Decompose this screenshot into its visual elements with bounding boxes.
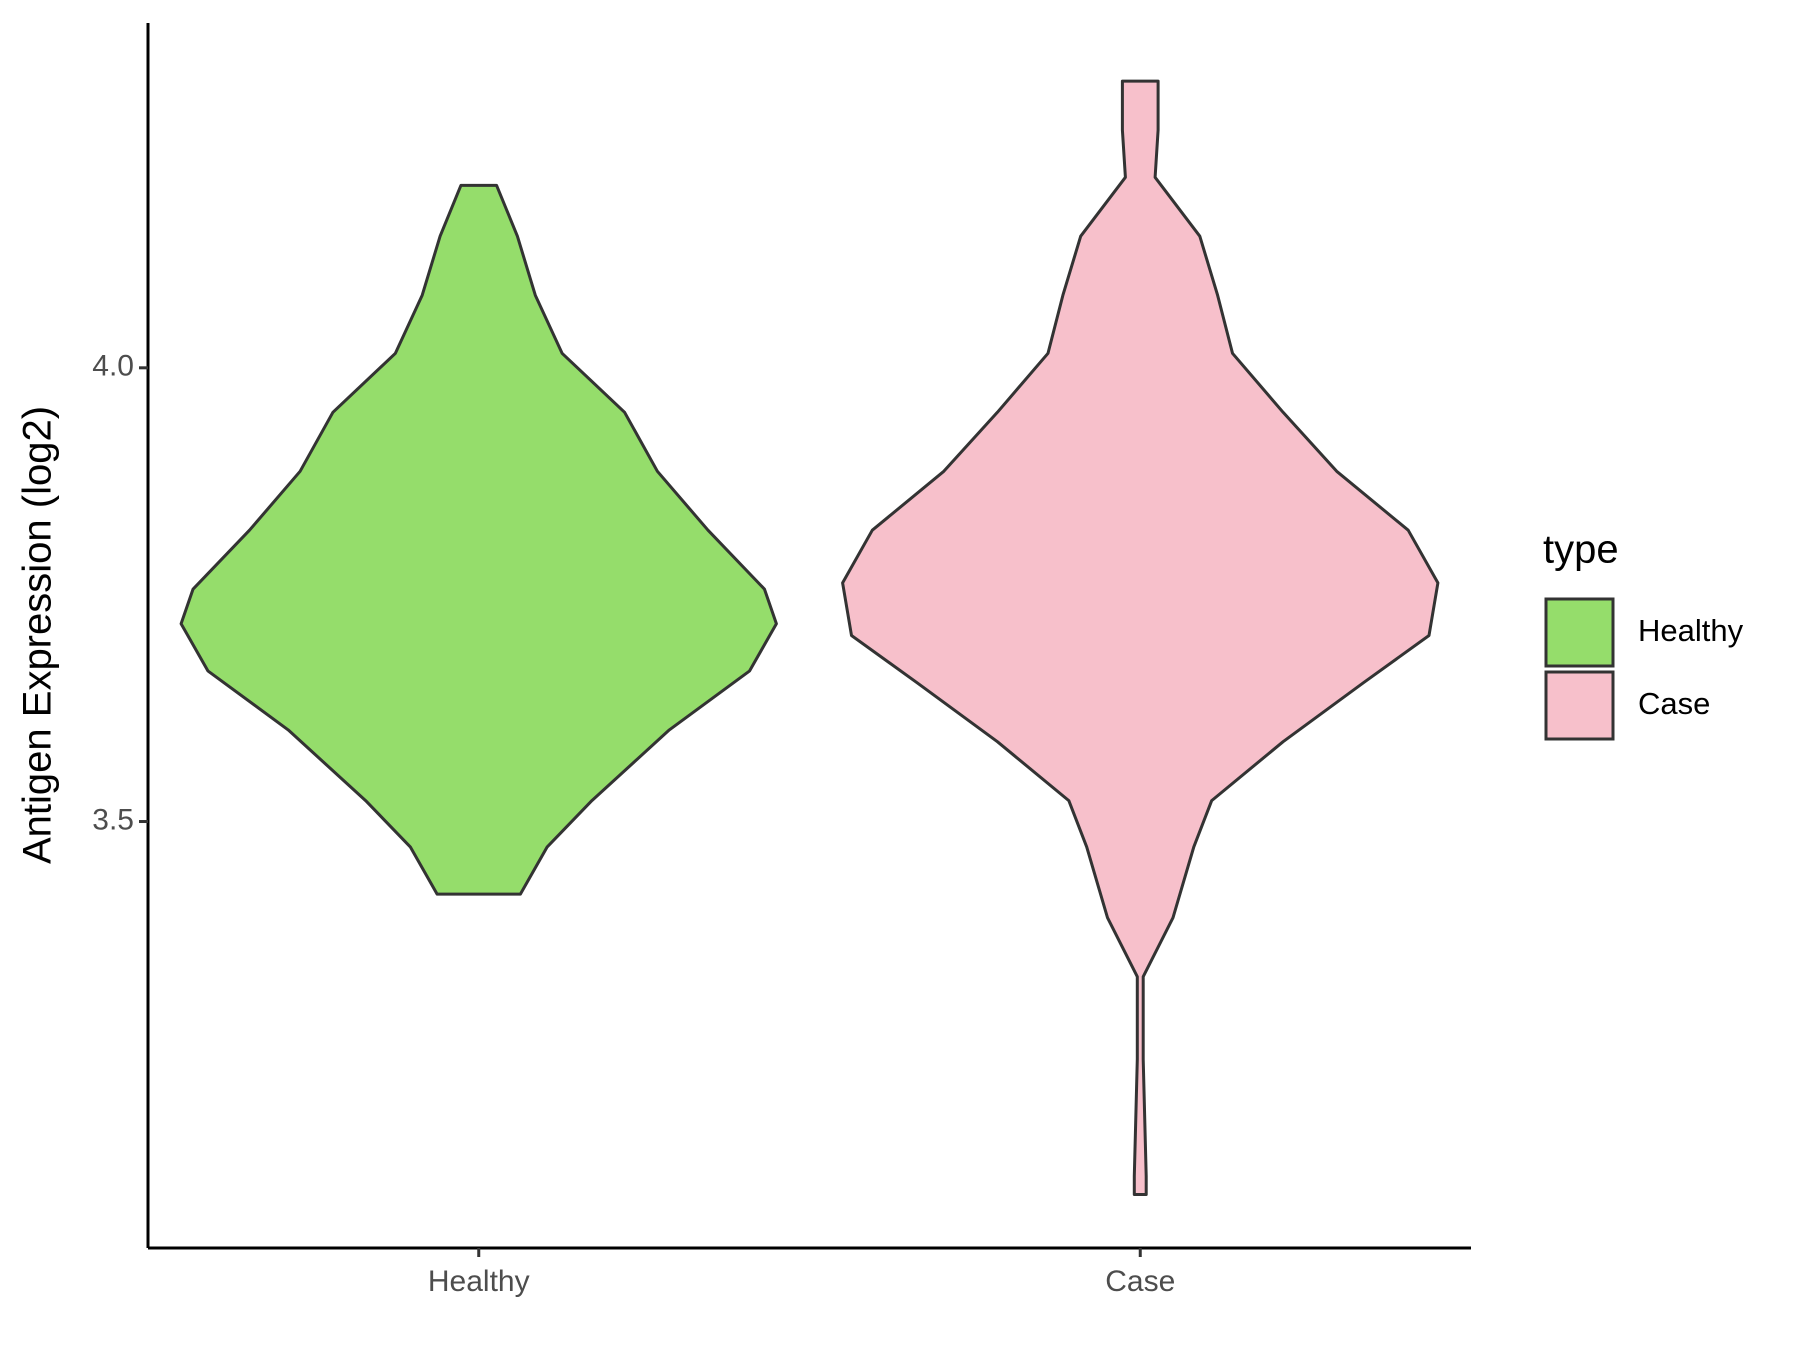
legend-label: Healthy [1638, 613, 1744, 648]
y-tick-label: 3.5 [92, 803, 134, 836]
legend-key [1544, 670, 1615, 741]
legend-title: type [1543, 528, 1619, 572]
x-tick-label: Case [1105, 1265, 1175, 1298]
x-tick-label: Healthy [428, 1265, 530, 1298]
legend-key [1544, 597, 1615, 668]
y-axis-title: Antigen Expression (log2) [16, 406, 60, 864]
y-tick-label: 4.0 [92, 350, 134, 383]
violin [179, 183, 778, 896]
violin [841, 79, 1440, 1196]
legend-label: Case [1638, 686, 1710, 721]
